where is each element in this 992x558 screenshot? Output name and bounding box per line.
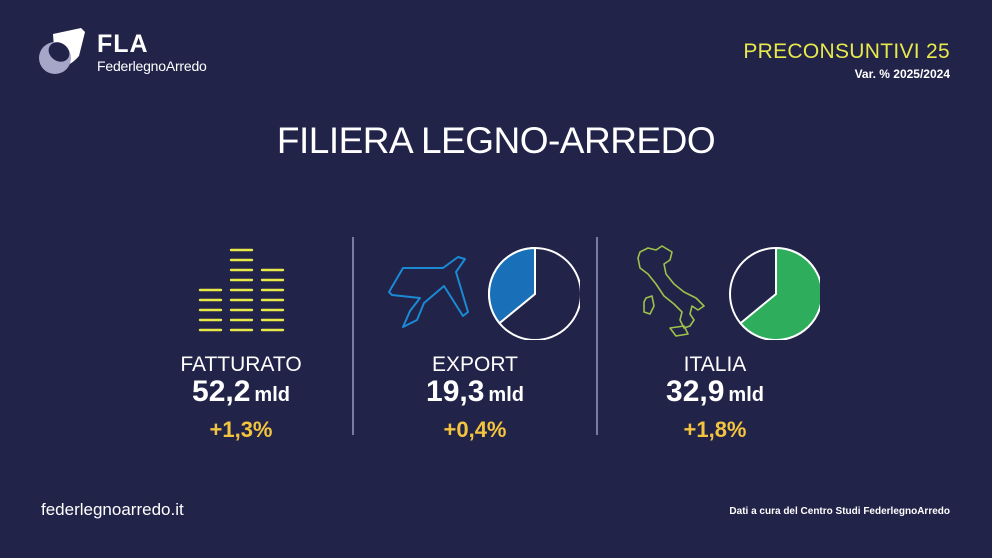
- logo-subtitle: FederlegnoArredo: [97, 57, 207, 74]
- divider: [352, 237, 354, 435]
- metric-italia: ITALIA 32,9 mld +1,8%: [595, 236, 835, 443]
- website-link[interactable]: federlegnoarredo.it: [41, 500, 184, 519]
- metric-delta: +1,8%: [683, 417, 747, 442]
- badge-title: PRECONSUNTIVI 25: [743, 40, 950, 63]
- metric-value: 52,2 mld: [192, 375, 290, 408]
- fla-logo-mark-icon: [39, 28, 85, 74]
- italia-graphic: [637, 245, 820, 340]
- metric-fatturato: FATTURATO 52,2 mld +1,3%: [121, 236, 361, 443]
- metric-value: 19,3 mld: [426, 375, 524, 408]
- page-title: FILIERA LEGNO-ARREDO: [276, 120, 716, 161]
- divider: [596, 237, 598, 435]
- brand-logo: FLA FederlegnoArredo: [35, 26, 207, 78]
- export-graphic: [388, 246, 580, 340]
- badge-subtitle: Var. % 2025/2024: [854, 67, 950, 81]
- metric-export: EXPORT 19,3 mld +0,4%: [355, 236, 595, 443]
- metric-label: ITALIA: [683, 353, 747, 376]
- metric-value: 32,9 mld: [666, 375, 764, 408]
- export-share-pie: [488, 246, 580, 340]
- metric-delta: +0,4%: [443, 417, 507, 442]
- metric-label: EXPORT: [432, 353, 518, 376]
- italia-share-pie: [729, 246, 820, 340]
- bar-stack-icon: [198, 248, 285, 332]
- airplane-icon: [388, 256, 469, 328]
- metric-delta: +1,3%: [209, 417, 273, 442]
- metric-label: FATTURATO: [180, 353, 302, 376]
- logo-title: FLA: [97, 29, 149, 58]
- preconsuntivi-badge: PRECONSUNTIVI 25 Var. % 2025/2024: [743, 40, 950, 81]
- data-credit: Dati a cura del Centro Studi FederlegnoA…: [729, 506, 950, 517]
- italy-map-icon: [637, 245, 705, 337]
